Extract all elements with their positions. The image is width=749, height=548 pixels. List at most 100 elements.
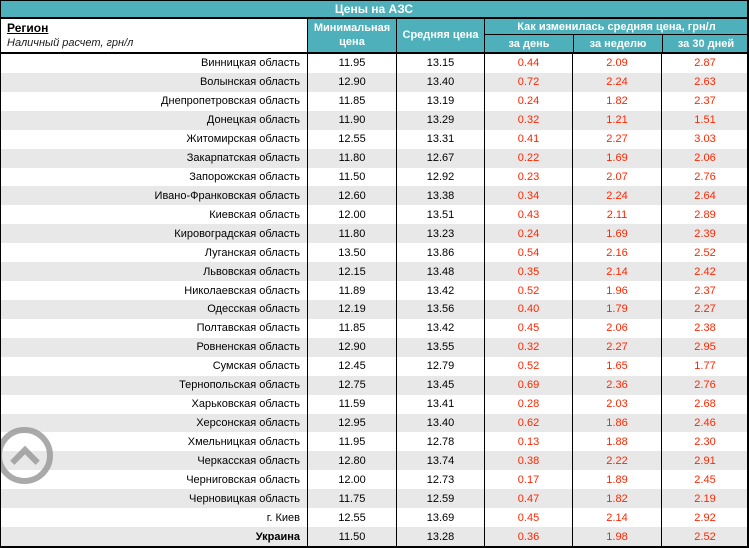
min-price-cell: 12.80 [307, 451, 396, 471]
changes-subheaders: за день за неделю за 30 дней [485, 35, 747, 52]
table-row: Одесская область 12.19 13.56 0.40 1.79 2… [1, 299, 747, 319]
change-30days-cell: 1.51 [661, 110, 747, 130]
change-30days-cell: 2.37 [661, 281, 747, 300]
avg-price-cell: 13.15 [396, 54, 484, 73]
change-week-cell: 1.98 [572, 527, 661, 546]
table-row: Украина 11.50 13.28 0.36 1.98 2.52 [1, 527, 747, 546]
region-cell: Ивано-Франковская область [154, 189, 300, 202]
min-price-cell: 11.80 [307, 148, 396, 168]
change-week-cell: 2.24 [572, 186, 661, 206]
table-row: Черновицкая область 11.75 12.59 0.47 1.8… [1, 489, 747, 509]
table-row: Черниговская область 12.00 12.73 0.17 1.… [1, 470, 747, 490]
change-week-cell: 2.27 [572, 337, 661, 357]
avg-price-cell: 13.86 [396, 243, 484, 263]
change-week-cell: 1.86 [572, 413, 661, 433]
region-cell: Черновицкая область [189, 492, 300, 505]
min-price-cell: 11.59 [307, 394, 396, 414]
column-header-min-price: Минимальная цена [307, 19, 396, 52]
min-price-cell: 11.85 [307, 318, 396, 338]
change-week-cell: 1.79 [572, 299, 661, 319]
region-cell: Украина [255, 530, 300, 543]
avg-price-cell: 12.92 [396, 167, 484, 187]
region-cell: Полтавская область [196, 322, 300, 335]
avg-price-cell: 12.79 [396, 356, 484, 376]
region-cell: Одесская область [207, 303, 300, 316]
region-header-subtitle: Наличный расчет, грн/л [7, 37, 134, 49]
region-cell: Херсонская область [196, 416, 300, 429]
change-day-cell: 0.40 [484, 299, 572, 319]
change-day-cell: 0.34 [484, 186, 572, 206]
change-day-cell: 0.54 [484, 243, 572, 263]
avg-price-cell: 13.45 [396, 375, 484, 395]
change-30days-cell: 2.76 [661, 167, 747, 187]
change-30days-cell: 2.42 [661, 262, 747, 282]
min-price-cell: 12.55 [307, 508, 396, 528]
change-30days-cell: 2.30 [661, 432, 747, 452]
chevron-up-icon [9, 445, 40, 475]
region-cell: Черниговская область [186, 473, 300, 486]
region-cell: Закарпатская область [186, 152, 300, 165]
change-30days-cell: 2.91 [661, 451, 747, 471]
region-cell: Николаевская область [184, 284, 300, 297]
region-cell: Львовская область [203, 265, 300, 278]
avg-price-cell: 12.73 [396, 470, 484, 490]
change-day-cell: 0.13 [484, 432, 572, 452]
region-cell: Киевская область [209, 208, 300, 221]
change-30days-cell: 2.63 [661, 72, 747, 92]
region-cell: Луганская область [204, 246, 300, 259]
change-day-cell: 0.36 [484, 527, 572, 546]
change-30days-cell: 2.89 [661, 205, 747, 225]
change-day-cell: 0.22 [484, 148, 572, 168]
change-day-cell: 0.52 [484, 281, 572, 300]
change-day-cell: 0.62 [484, 413, 572, 433]
change-30days-cell: 2.64 [661, 186, 747, 206]
table-row: Днепропетровская область 11.85 13.19 0.2… [1, 91, 747, 111]
change-week-cell: 2.24 [572, 72, 661, 92]
table-row: Херсонская область 12.95 13.40 0.62 1.86… [1, 413, 747, 433]
change-30days-cell: 2.46 [661, 413, 747, 433]
region-cell: Ровненская область [196, 341, 301, 354]
region-cell: Харьковская область [191, 398, 301, 411]
min-price-cell: 12.90 [307, 72, 396, 92]
table-row: Донецкая область 11.90 13.29 0.32 1.21 1… [1, 110, 747, 130]
change-30days-cell: 2.92 [661, 508, 747, 528]
change-day-cell: 0.35 [484, 262, 572, 282]
scroll-to-top-button[interactable] [1, 427, 53, 484]
change-week-cell: 2.03 [572, 394, 661, 414]
table-title: Цены на АЗС [1, 1, 747, 19]
change-day-cell: 0.32 [484, 110, 572, 130]
region-cell: Днепропетровская область [161, 95, 300, 108]
column-header-changes-group: Как изменилась средняя цена, грн/л [485, 19, 747, 35]
min-price-cell: 12.00 [307, 205, 396, 225]
min-price-cell: 11.95 [307, 54, 396, 73]
table-header: Регион Наличный расчет, грн/л Минимальна… [1, 19, 747, 54]
min-price-cell: 11.85 [307, 91, 396, 111]
change-30days-cell: 2.45 [661, 470, 747, 490]
change-30days-cell: 2.52 [661, 527, 747, 546]
avg-price-cell: 13.40 [396, 72, 484, 92]
change-week-cell: 1.65 [572, 356, 661, 376]
min-price-cell: 11.50 [307, 167, 396, 187]
avg-price-cell: 13.41 [396, 394, 484, 414]
change-week-cell: 2.11 [572, 205, 661, 225]
table-row: Закарпатская область 11.80 12.67 0.22 1.… [1, 148, 747, 168]
table-row: Тернопольская область 12.75 13.45 0.69 2… [1, 375, 747, 395]
avg-price-cell: 13.28 [396, 527, 484, 546]
min-price-cell: 11.89 [307, 281, 396, 300]
min-price-cell: 11.80 [307, 224, 396, 244]
change-30days-cell: 2.06 [661, 148, 747, 168]
avg-price-cell: 13.55 [396, 337, 484, 357]
min-price-cell: 12.19 [307, 299, 396, 319]
region-cell: Кировоградская область [174, 227, 300, 240]
change-week-cell: 1.21 [572, 110, 661, 130]
change-30days-cell: 2.76 [661, 375, 747, 395]
change-week-cell: 2.14 [572, 262, 661, 282]
table-row: Ровненская область 12.90 13.55 0.32 2.27… [1, 337, 747, 357]
table-row: г. Киев 12.55 13.69 0.45 2.14 2.92 [1, 508, 747, 528]
change-day-cell: 0.69 [484, 375, 572, 395]
change-day-cell: 0.38 [484, 451, 572, 471]
region-cell: Запорожская область [189, 170, 300, 183]
change-30days-cell: 2.52 [661, 243, 747, 263]
table-row: Ивано-Франковская область 12.60 13.38 0.… [1, 186, 747, 206]
